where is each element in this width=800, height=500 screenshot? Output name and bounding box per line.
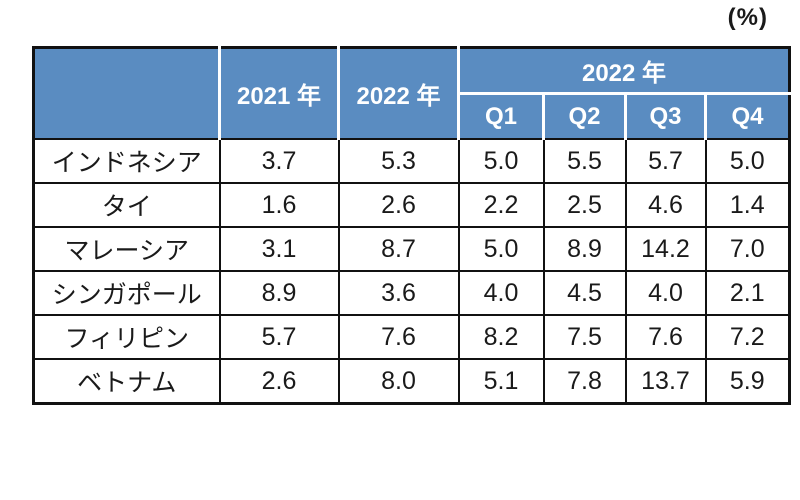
value-cell-q2: 5.5: [542, 138, 627, 184]
header-2021: 2021 年: [218, 47, 340, 139]
value-cell-q3: 4.6: [624, 182, 707, 228]
value-cell-q1: 5.0: [457, 138, 545, 184]
value-cell-q2: 7.8: [542, 358, 627, 405]
value-cell-2021: 8.9: [218, 270, 340, 316]
table-row-philippines: フィリピン 5.7 7.6 8.2 7.5 7.6 7.2: [32, 314, 791, 360]
table-row-thailand: タイ 1.6 2.6 2.2 2.5 4.6 1.4: [32, 182, 791, 228]
value-cell-q1: 8.2: [457, 314, 545, 360]
table-row-vietnam: ベトナム 2.6 8.0 5.1 7.8 13.7 5.9: [32, 358, 791, 405]
value-cell-q4: 7.0: [704, 226, 791, 272]
corner-blank-cell: [33, 47, 220, 139]
country-cell: インドネシア: [32, 138, 221, 184]
country-cell: タイ: [32, 182, 221, 228]
header-row-top: 2021 年 2022 年 2022 年: [33, 47, 790, 139]
unit-percent-label: (%): [727, 4, 768, 31]
value-cell-2022: 5.3: [337, 138, 460, 184]
country-cell: ベトナム: [32, 358, 221, 405]
value-cell-2022: 7.6: [337, 314, 460, 360]
header-q3: Q3: [624, 93, 706, 139]
value-cell-2021: 1.6: [218, 182, 340, 228]
table-row-singapore: シンガポール 8.9 3.6 4.0 4.5 4.0 2.1: [32, 270, 791, 316]
value-cell-q1: 4.0: [457, 270, 545, 316]
table-row-malaysia: マレーシア 3.1 8.7 5.0 8.9 14.2 7.0: [32, 226, 791, 272]
value-cell-q4: 5.9: [704, 358, 791, 405]
header-2022-span: 2022 年: [457, 47, 790, 95]
value-cell-q3: 5.7: [624, 138, 707, 184]
value-cell-2022: 8.7: [337, 226, 460, 272]
header-q1: Q1: [457, 93, 544, 139]
table-header: 2021 年 2022 年 2022 年 Q1 Q2 Q3 Q4: [33, 47, 790, 139]
value-cell-q4: 1.4: [704, 182, 791, 228]
growth-rate-table: 2021 年 2022 年 2022 年 Q1 Q2 Q3 Q4 インドネシア …: [32, 46, 791, 405]
value-cell-q1: 5.0: [457, 226, 545, 272]
value-cell-2022: 8.0: [337, 358, 460, 405]
value-cell-q3: 7.6: [624, 314, 707, 360]
value-cell-2021: 2.6: [218, 358, 340, 405]
value-cell-q2: 7.5: [542, 314, 627, 360]
table-body: インドネシア 3.7 5.3 5.0 5.5 5.7 5.0 タイ 1.6 2.…: [32, 138, 791, 405]
country-cell: フィリピン: [32, 314, 221, 360]
value-cell-2021: 3.1: [218, 226, 340, 272]
header-row-quarters: Q1 Q2 Q3 Q4: [34, 93, 790, 139]
table-row-indonesia: インドネシア 3.7 5.3 5.0 5.5 5.7 5.0: [32, 138, 791, 184]
country-cell: シンガポール: [32, 270, 221, 316]
value-cell-q4: 7.2: [704, 314, 791, 360]
value-cell-q2: 8.9: [542, 226, 627, 272]
country-cell: マレーシア: [32, 226, 221, 272]
value-cell-2021: 3.7: [218, 138, 340, 184]
value-cell-2022: 3.6: [337, 270, 460, 316]
value-cell-q1: 2.2: [457, 182, 545, 228]
value-cell-q2: 4.5: [542, 270, 627, 316]
header-q2: Q2: [542, 93, 626, 139]
value-cell-q2: 2.5: [542, 182, 627, 228]
value-cell-q4: 2.1: [704, 270, 791, 316]
header-2022-annual: 2022 年: [338, 47, 460, 139]
value-cell-q3: 14.2: [624, 226, 707, 272]
value-cell-2022: 2.6: [337, 182, 460, 228]
value-cell-q3: 4.0: [624, 270, 707, 316]
header-q4: Q4: [704, 93, 790, 139]
value-cell-2021: 5.7: [218, 314, 340, 360]
value-cell-q4: 5.0: [704, 138, 791, 184]
value-cell-q3: 13.7: [624, 358, 707, 405]
value-cell-q1: 5.1: [457, 358, 545, 405]
